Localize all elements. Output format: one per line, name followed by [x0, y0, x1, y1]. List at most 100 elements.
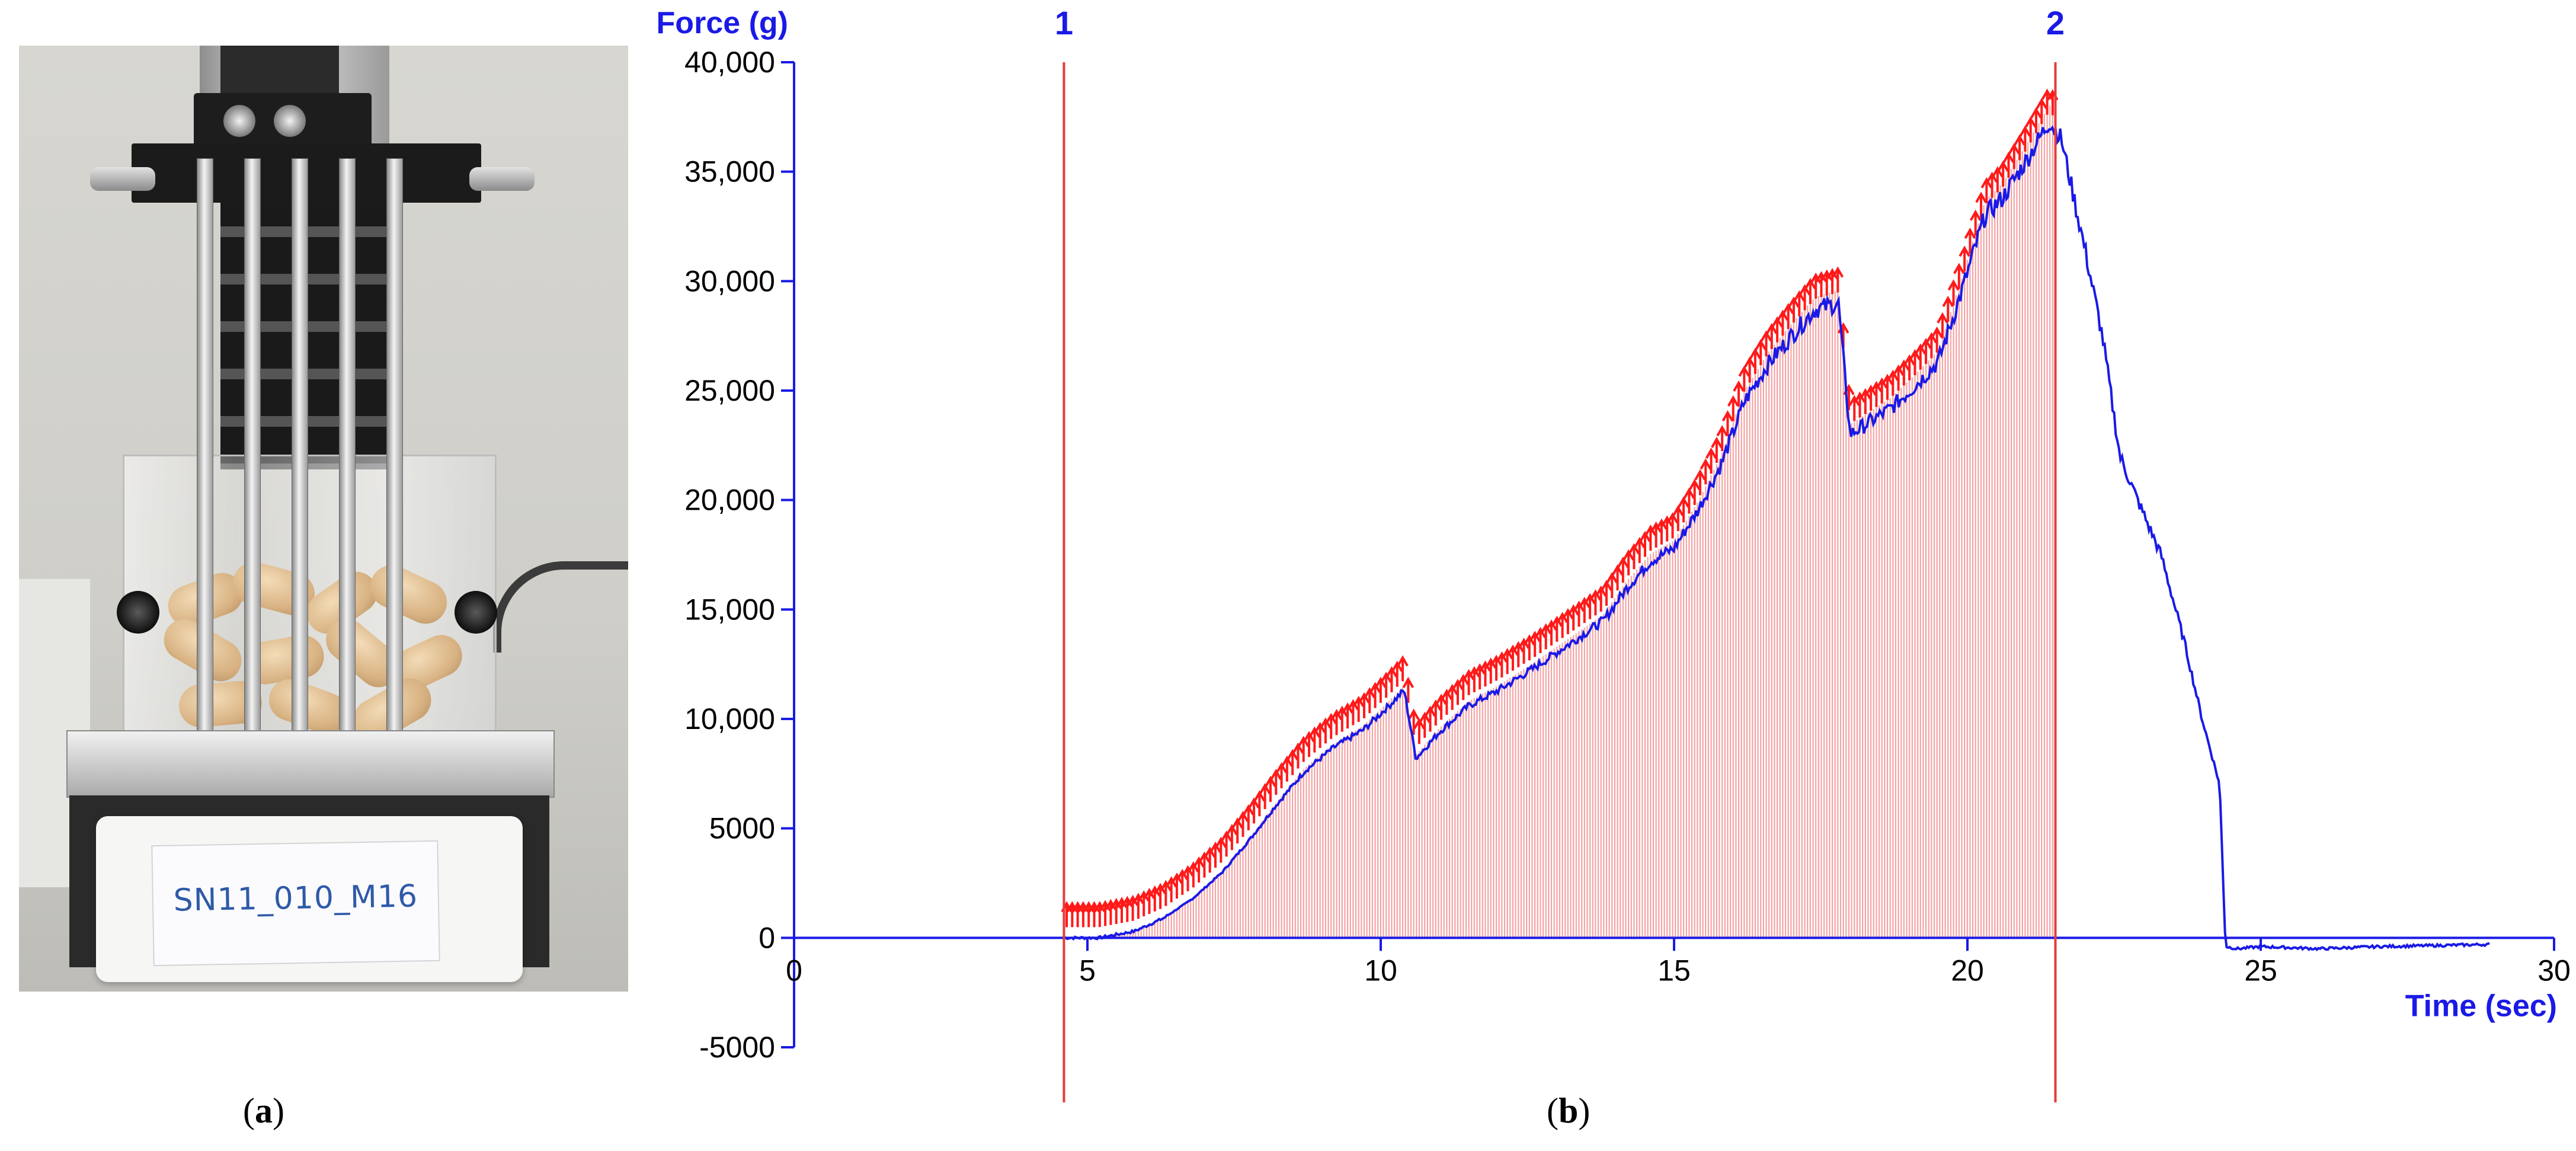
- peak-flag: [1463, 669, 1475, 695]
- peak-flag: [1540, 623, 1552, 650]
- peak-flag: [1980, 177, 1993, 203]
- peak-flag: [1947, 279, 1960, 306]
- peak-flag: [1721, 410, 1734, 437]
- peak-flag: [1898, 359, 1910, 386]
- peak-flag: [1220, 830, 1233, 857]
- peak-flag: [1545, 619, 1557, 646]
- y-tick-label: -5000: [699, 1031, 775, 1064]
- peak-flag: [1402, 676, 1415, 703]
- peak-flag: [1656, 518, 1668, 545]
- peak-flag: [1733, 380, 1745, 407]
- peak-flag: [1694, 469, 1706, 495]
- peak-flag: [1248, 797, 1260, 824]
- peak-flag: [1953, 263, 1965, 289]
- peak-flag: [1826, 268, 1838, 295]
- peak-flag: [1176, 868, 1188, 895]
- peak-flag: [1743, 356, 1756, 383]
- peak-flag: [1969, 209, 1982, 236]
- peak-flag: [1777, 309, 1789, 336]
- peak-flag: [1579, 596, 1591, 623]
- peak-flag: [1501, 648, 1513, 674]
- peak-flag: [1281, 755, 1293, 782]
- peak-flag: [1749, 347, 1761, 374]
- peak-flag: [1110, 897, 1122, 924]
- sample-photo: SN11_010_M16: [19, 46, 628, 992]
- peak-flag: [1369, 682, 1381, 708]
- peak-flag: [1314, 722, 1326, 749]
- peak-flag: [2008, 143, 2020, 170]
- wing-nut-left: [90, 167, 155, 191]
- peak-flag: [1865, 384, 1877, 411]
- peak-flag: [1854, 391, 1866, 418]
- peak-flag: [1452, 679, 1464, 705]
- peak-flag: [1766, 322, 1778, 349]
- y-tick-label: 15,000: [684, 593, 775, 626]
- peak-flag: [2030, 107, 2042, 133]
- peak-flag: [1639, 530, 1651, 557]
- x-tick-label: 25: [2244, 954, 2277, 987]
- peak-flag: [1468, 666, 1480, 692]
- peak-flag: [1942, 295, 1954, 322]
- peak-flag: [1793, 290, 1806, 316]
- peak-flag: [1567, 604, 1579, 631]
- x-tick-label: 30: [2537, 954, 2571, 987]
- panel-a-label: (a): [243, 1091, 284, 1130]
- peak-flag: [1270, 768, 1282, 795]
- peak-flag: [1397, 655, 1409, 682]
- peak-flag: [1099, 900, 1111, 926]
- peak-flag: [1105, 899, 1117, 925]
- peak-flag: [1265, 775, 1276, 802]
- y-tick-label: 20,000: [684, 484, 775, 517]
- peak-flag: [1441, 689, 1453, 715]
- peak-flag: [1887, 369, 1899, 396]
- mount-screw: [274, 105, 306, 137]
- peak-flags: [1061, 88, 2059, 928]
- shaded-area: [1099, 105, 2056, 938]
- peak-flag: [1700, 458, 1712, 485]
- peak-flag: [1204, 846, 1216, 873]
- peak-flag: [1683, 487, 1695, 514]
- y-tick-label: 30,000: [684, 264, 775, 298]
- peak-flag: [1738, 365, 1751, 392]
- peak-flag: [1931, 326, 1943, 353]
- peak-flag: [1892, 365, 1905, 391]
- wing-nut-right: [469, 167, 535, 191]
- peak-flag: [1474, 663, 1486, 690]
- peak-flag: [1215, 836, 1227, 863]
- peak-flag: [1094, 901, 1106, 928]
- peak-flag: [1226, 824, 1238, 851]
- peak-flag: [1485, 657, 1497, 684]
- peak-flag: [1292, 742, 1304, 769]
- peak-flag: [1848, 395, 1860, 421]
- peak-flag: [1810, 272, 1822, 299]
- peak-flag: [1562, 608, 1574, 635]
- peak-flag: [1237, 810, 1249, 837]
- peak-flag: [1925, 332, 1938, 359]
- peak-flag: [1815, 271, 1828, 298]
- peak-flag: [1788, 296, 1800, 323]
- peak-flag: [1259, 783, 1271, 810]
- peak-flag: [1705, 447, 1717, 474]
- y-tick-label: 10,000: [684, 702, 775, 736]
- x-tick-label: 0: [786, 954, 802, 987]
- peak-flag: [1804, 277, 1816, 304]
- peak-flag: [1799, 284, 1811, 311]
- peak-flag: [1182, 865, 1194, 891]
- peak-flag: [1253, 790, 1266, 817]
- force-curve: [1064, 125, 2490, 952]
- shear-blade: [386, 158, 403, 788]
- peak-flag: [1496, 651, 1508, 678]
- peak-flag: [1171, 872, 1183, 899]
- x-tick-label: 20: [1951, 954, 1984, 987]
- peak-flag: [1518, 637, 1530, 664]
- peak-flag: [1711, 436, 1723, 463]
- peak-flag: [1628, 543, 1640, 570]
- peak-flag: [1364, 687, 1376, 714]
- y-tick-label: 35,000: [684, 155, 775, 188]
- peak-flag: [1275, 762, 1288, 788]
- peak-flag: [1959, 245, 1970, 272]
- peak-flag: [1330, 709, 1343, 736]
- peak-flag: [1584, 593, 1596, 619]
- peak-flag: [1589, 589, 1602, 616]
